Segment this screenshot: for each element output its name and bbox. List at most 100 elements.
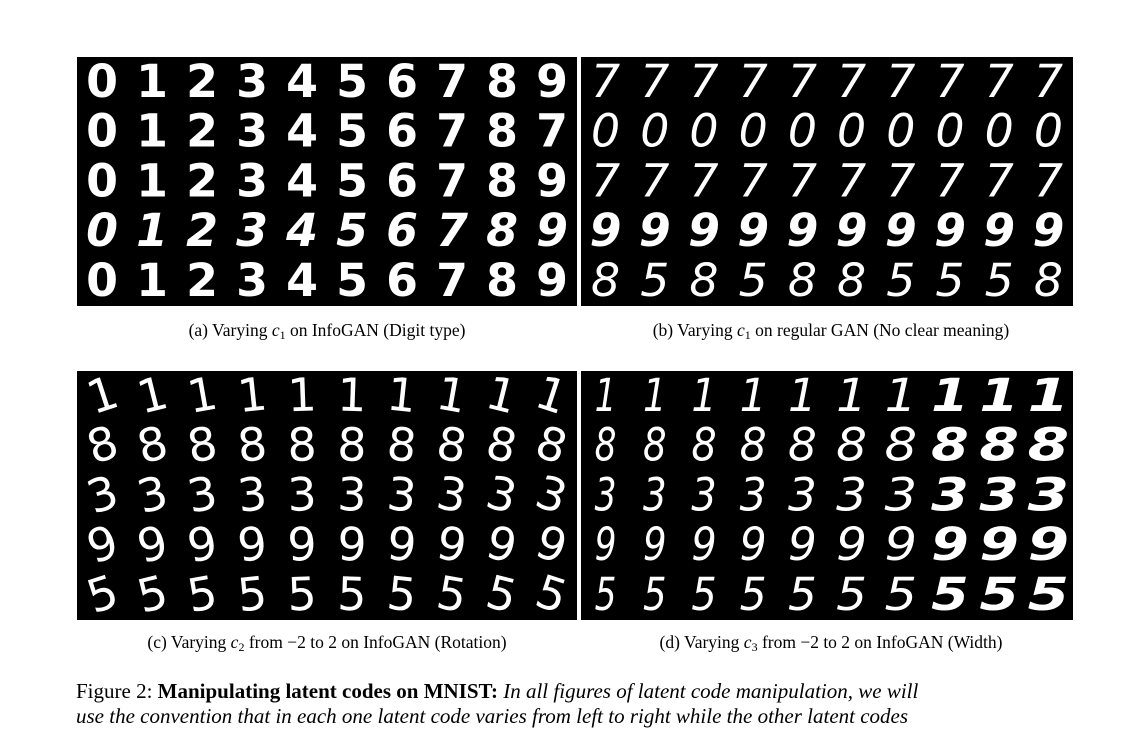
- figure-caption-label: Figure 2:: [76, 679, 153, 703]
- digit-a-r1-c9: 7: [536, 104, 568, 158]
- digit-a-r0-c2: 2: [186, 57, 218, 108]
- digit-a-r0-c6: 6: [386, 57, 418, 108]
- caption-c-suffix: from −2 to 2 on InfoGAN (Rotation): [248, 632, 507, 652]
- digit-d-r0-c7: 1: [931, 371, 969, 422]
- digit-a-r3-c2: 2: [186, 203, 218, 257]
- digit-d-r1-c6: 8: [884, 419, 917, 472]
- digit-c-r3-c5: 9: [336, 517, 367, 572]
- panel-d-svg: 1 1 1 1 1 1 1 1 1 18 8 8 8 8 8 8 8 8 83 3 3 3 3 3 3 3 3 39 9 9 9 9 9 9 9 9 9…: [595, 371, 1069, 620]
- digit-b-r1-c4: 0: [788, 104, 817, 158]
- digit-b-r1-c8: 0: [985, 104, 1014, 158]
- digit-b-r0-c1: 7: [640, 57, 669, 108]
- digit-b-r3-c5: 9: [836, 203, 868, 257]
- digit-d-r0-c3: 1: [740, 371, 767, 422]
- digit-c-r2-c8: 3: [481, 465, 522, 524]
- digit-d-r3-c8: 9: [979, 519, 1019, 572]
- digit-b-r4-c1: 5: [640, 253, 669, 306]
- digit-b-r0-c3: 7: [739, 57, 768, 108]
- digit-b-r1-c6: 0: [886, 104, 915, 158]
- caption-c: (c) Varying c2 from −2 to 2 on InfoGAN (…: [67, 632, 587, 655]
- digit-b-r0-c5: 7: [837, 57, 866, 108]
- caption-c-code-symbol: c: [230, 632, 239, 652]
- panel-c-svg: 1 1 1 1 1 1 1 1 1 18 8 8 8 8 8 8 8 8 83 3 3 3 3 3 3 3 3 39 9 9 9 9 9 9 9 9 9…: [80, 371, 574, 620]
- digit-d-r4-c4: 5: [788, 568, 817, 620]
- digit-a-r1-c0: 0: [86, 104, 118, 158]
- digit-a-r1-c3: 3: [236, 104, 268, 158]
- digit-b-r3-c9: 9: [1032, 203, 1064, 257]
- digit-d-r0-c0: 1: [595, 371, 617, 422]
- digit-c-r4-c2: 5: [183, 565, 221, 620]
- digit-d-r2-c2: 3: [691, 469, 716, 522]
- digit-b-r2-c4: 7: [788, 153, 817, 207]
- caption-c-prefix: (c) Varying: [147, 632, 227, 652]
- digit-c-r2-c7: 3: [433, 465, 471, 523]
- digit-c-r1-c2: 8: [183, 415, 221, 473]
- caption-a-prefix: (a) Varying: [188, 320, 268, 340]
- digit-d-r3-c6: 9: [884, 519, 917, 572]
- digit-d-r2-c7: 3: [931, 468, 969, 521]
- digit-d-r0-c8: 1: [979, 371, 1019, 422]
- digit-b-r0-c4: 7: [788, 57, 817, 108]
- digit-a-r4-c4: 4: [286, 253, 318, 306]
- digit-a-r2-c8: 8: [486, 153, 518, 207]
- digit-d-r0-c2: 1: [691, 371, 716, 423]
- digit-a-r2-c9: 9: [536, 153, 568, 207]
- digit-b-r4-c0: 8: [591, 253, 620, 306]
- digit-b-r2-c8: 7: [985, 153, 1014, 207]
- digit-b-r0-c9: 7: [1034, 57, 1063, 108]
- digit-c-r2-c2: 3: [183, 465, 221, 523]
- digit-a-r2-c0: 0: [86, 153, 118, 207]
- digit-a-r3-c7: 7: [436, 203, 468, 257]
- digit-a-r3-c3: 3: [236, 203, 268, 257]
- digit-b-r3-c1: 9: [639, 203, 671, 257]
- digit-a-r3-c0: 0: [86, 203, 118, 257]
- digit-d-r2-c6: 3: [884, 469, 917, 522]
- caption-d-suffix: from −2 to 2 on InfoGAN (Width): [761, 632, 1003, 652]
- digit-c-r0-c4: 1: [287, 371, 318, 422]
- digit-b-r1-c5: 0: [837, 104, 866, 158]
- digit-b-r0-c2: 7: [689, 57, 718, 108]
- digit-b-r2-c7: 7: [935, 153, 964, 207]
- caption-b-code-index: 1: [744, 328, 751, 342]
- digit-a-r4-c1: 1: [136, 253, 168, 306]
- digit-a-r2-c4: 4: [286, 153, 318, 207]
- digit-c-r3-c1: 9: [132, 514, 173, 573]
- digit-d-r2-c9: 3: [1028, 468, 1069, 521]
- digit-b-r4-c5: 8: [837, 253, 866, 306]
- digit-c-r2-c6: 3: [385, 466, 420, 523]
- digit-a-r2-c6: 6: [386, 153, 418, 207]
- digit-b-r1-c3: 0: [739, 104, 768, 158]
- digit-a-r0-c8: 8: [486, 57, 518, 108]
- digit-b-r2-c9: 7: [1034, 153, 1063, 207]
- digit-b-r3-c3: 9: [737, 203, 769, 257]
- digit-d-r4-c9: 5: [1028, 568, 1069, 620]
- digit-d-r4-c5: 5: [836, 568, 867, 620]
- digit-c-r0-c5: 1: [336, 371, 367, 422]
- digit-a-r4-c7: 7: [436, 253, 468, 306]
- digit-d-r2-c1: 3: [643, 468, 667, 522]
- digit-c-r4-c4: 5: [287, 567, 318, 620]
- digit-b-r1-c7: 0: [935, 104, 964, 158]
- digit-d-r1-c2: 8: [691, 419, 716, 472]
- digit-c-r0-c2: 1: [183, 371, 221, 424]
- caption-b-suffix: on regular GAN (No clear meaning): [755, 320, 1010, 340]
- digit-c-r2-c3: 3: [235, 466, 270, 523]
- digit-b-r3-c7: 9: [934, 203, 966, 257]
- digit-d-r3-c0: 9: [595, 517, 617, 571]
- digit-d-r1-c0: 8: [595, 418, 617, 472]
- digit-d-r3-c7: 9: [931, 518, 969, 571]
- digit-d-r0-c5: 1: [836, 371, 867, 422]
- digit-d-r2-c4: 3: [788, 468, 817, 521]
- digit-c-r3-c2: 9: [183, 515, 221, 573]
- digit-d-r1-c1: 8: [643, 418, 667, 472]
- caption-a: (a) Varying c1 on InfoGAN (Digit type): [77, 320, 577, 343]
- digit-a-r1-c6: 6: [386, 104, 418, 158]
- digit-a-r2-c3: 3: [236, 153, 268, 207]
- digit-c-r1-c1: 8: [132, 415, 173, 474]
- digit-d-r4-c2: 5: [691, 568, 716, 620]
- digit-a-r3-c9: 9: [536, 203, 568, 257]
